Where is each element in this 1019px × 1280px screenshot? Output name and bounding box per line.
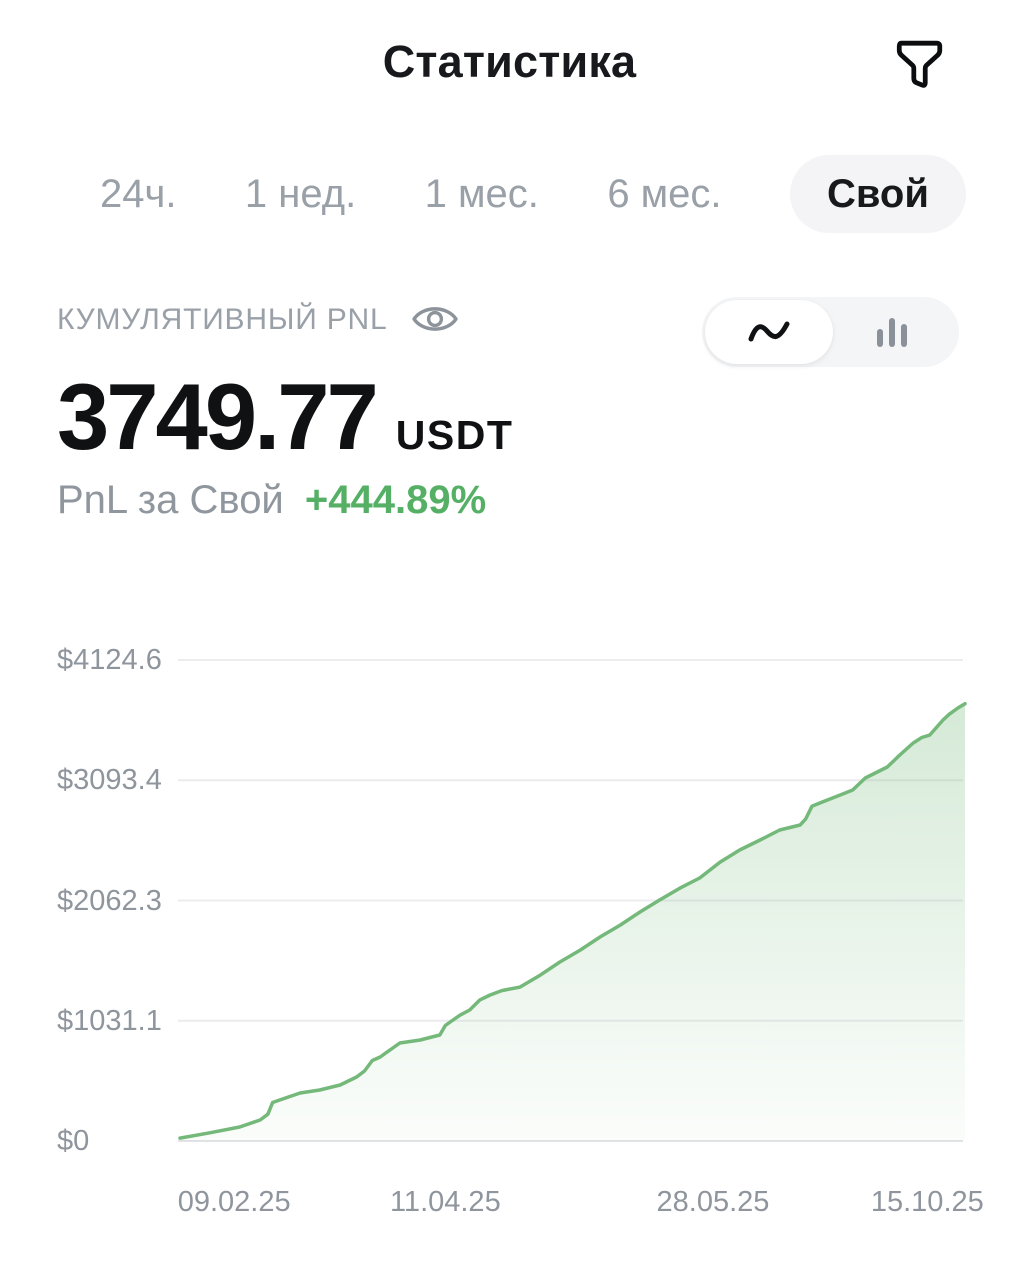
eye-icon (412, 307, 458, 331)
tab-1week[interactable]: 1 нед. (244, 171, 357, 216)
bar-view-button[interactable] (828, 300, 956, 364)
pnl-value: 3749.77 (57, 364, 379, 469)
visibility-toggle[interactable] (411, 300, 459, 338)
tab-1month[interactable]: 1 мес. (424, 171, 539, 216)
tab-24h[interactable]: 24ч. (100, 171, 177, 216)
pnl-area-chart[interactable]: $4124.6 $3093.4 $2062.3 $1031.1 $0 09.02… (0, 630, 1019, 1230)
y-axis-tick: $3093.4 (57, 764, 162, 797)
line-chart-icon (748, 321, 790, 342)
pnl-subtitle-prefix: PnL за Свой (57, 478, 284, 522)
x-axis-tick: 28.05.25 (656, 1186, 770, 1218)
filter-button[interactable] (888, 34, 950, 96)
period-tabs: 24ч. 1 нед. 1 мес. 6 мес. Свой (100, 155, 966, 233)
x-axis-tick: 15.10.25 (870, 1186, 984, 1218)
x-axis-tick: 11.04.25 (389, 1186, 501, 1218)
pnl-value-row: 3749.77 USDT (57, 370, 513, 464)
y-axis-tick: $4124.6 (57, 644, 162, 676)
page-title: Статистика (382, 36, 637, 87)
chart-type-toggle[interactable] (702, 297, 959, 367)
tab-6months[interactable]: 6 мес. (607, 171, 722, 216)
y-axis-tick: $2062.3 (57, 884, 162, 917)
cumulative-pnl-label: КУМУЛЯТИВНЫЙ PNL (57, 303, 388, 336)
line-view-button[interactable] (705, 300, 833, 364)
chart-plot[interactable] (0, 630, 1019, 1230)
tab-custom-selected[interactable]: Свой (789, 155, 966, 233)
pnl-subtitle: PnL за Свой +444.89% (57, 478, 486, 523)
y-axis-tick: $1031.1 (57, 1004, 162, 1037)
funnel-icon (896, 40, 943, 88)
pnl-currency: USDT (395, 412, 514, 458)
y-axis-tick: $0 (57, 1125, 90, 1157)
pnl-change-percent: +444.89% (304, 478, 487, 522)
x-axis-tick: 09.02.25 (177, 1186, 291, 1218)
bar-chart-icon (877, 318, 907, 347)
